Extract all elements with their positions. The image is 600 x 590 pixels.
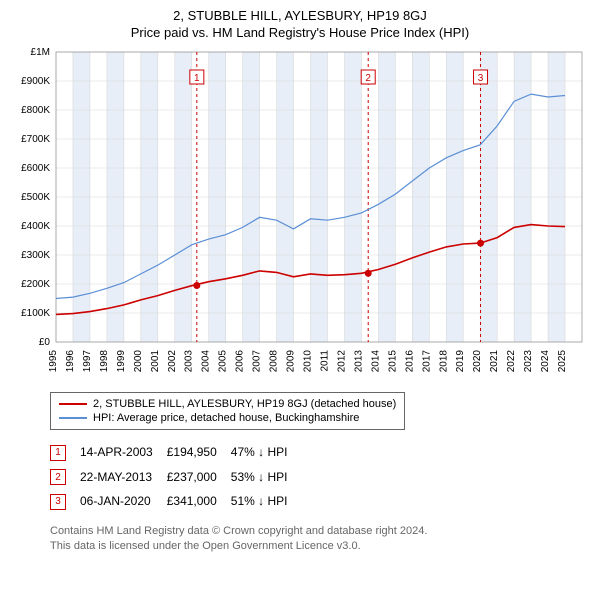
event-marker: 2 bbox=[50, 469, 66, 485]
chart-title-block: 2, STUBBLE HILL, AYLESBURY, HP19 8GJ Pri… bbox=[10, 8, 590, 40]
x-tick-label: 1996 bbox=[65, 350, 76, 373]
x-tick-label: 2007 bbox=[252, 350, 263, 373]
y-tick-label: £600K bbox=[21, 163, 50, 174]
event-delta: 53% ↓ HPI bbox=[231, 465, 302, 490]
attribution-line-1: Contains HM Land Registry data © Crown c… bbox=[50, 524, 590, 539]
x-tick-label: 2005 bbox=[218, 350, 229, 373]
x-tick-label: 2025 bbox=[557, 350, 568, 373]
chart-subtitle: Price paid vs. HM Land Registry's House … bbox=[10, 25, 590, 40]
y-tick-label: £800K bbox=[21, 105, 50, 116]
x-tick-label: 1999 bbox=[116, 350, 127, 373]
event-dot bbox=[477, 240, 484, 247]
event-price: £237,000 bbox=[167, 465, 231, 490]
x-tick-label: 2011 bbox=[319, 350, 330, 372]
x-tick-label: 2009 bbox=[286, 350, 297, 373]
x-tick-label: 2001 bbox=[150, 350, 161, 373]
legend-row: 2, STUBBLE HILL, AYLESBURY, HP19 8GJ (de… bbox=[59, 397, 396, 411]
y-tick-label: £900K bbox=[21, 76, 50, 87]
attribution-line-2: This data is licensed under the Open Gov… bbox=[50, 539, 590, 554]
events-table: 1 14-APR-2003£194,95047% ↓ HPI 2 22-MAY-201… bbox=[50, 440, 301, 514]
event-marker-number: 3 bbox=[478, 73, 484, 84]
y-tick-label: £400K bbox=[21, 221, 50, 232]
event-row: 1 14-APR-2003£194,95047% ↓ HPI bbox=[50, 440, 301, 465]
x-tick-label: 2004 bbox=[201, 350, 212, 373]
event-date: 22-MAY-2013 bbox=[80, 465, 167, 490]
x-tick-label: 2003 bbox=[184, 350, 195, 373]
x-tick-label: 2023 bbox=[523, 350, 534, 373]
y-tick-label: £500K bbox=[21, 192, 50, 203]
chart: £0 £100K £200K £300K £400K £500K £600K £700K £80… bbox=[10, 46, 590, 386]
legend-swatch bbox=[59, 417, 87, 419]
legend-label: HPI: Average price, detached house, Buck… bbox=[93, 412, 359, 424]
x-tick-label: 2017 bbox=[421, 350, 432, 373]
x-tick-label: 2019 bbox=[455, 350, 466, 373]
chart-title: 2, STUBBLE HILL, AYLESBURY, HP19 8GJ bbox=[10, 8, 590, 23]
legend-swatch bbox=[59, 403, 87, 405]
legend-label: 2, STUBBLE HILL, AYLESBURY, HP19 8GJ (de… bbox=[93, 398, 396, 410]
y-tick-label: £100K bbox=[21, 308, 50, 319]
event-delta: 47% ↓ HPI bbox=[231, 440, 302, 465]
y-tick-label: £300K bbox=[21, 250, 50, 261]
y-tick-label: £700K bbox=[21, 134, 50, 145]
attribution: Contains HM Land Registry data © Crown c… bbox=[50, 524, 590, 555]
x-tick-label: 2021 bbox=[489, 350, 500, 373]
x-tick-label: 2020 bbox=[472, 350, 483, 373]
event-marker: 1 bbox=[50, 445, 66, 461]
event-dot bbox=[365, 270, 372, 277]
x-tick-label: 2013 bbox=[353, 350, 364, 373]
x-tick-label: 1997 bbox=[82, 350, 93, 373]
x-tick-label: 2016 bbox=[404, 350, 415, 373]
event-price: £341,000 bbox=[167, 489, 231, 514]
x-tick-label: 2024 bbox=[540, 350, 551, 373]
event-row: 2 22-MAY-2013£237,00053% ↓ HPI bbox=[50, 465, 301, 490]
x-tick-label: 1995 bbox=[48, 350, 59, 373]
y-tick-label: £200K bbox=[21, 279, 50, 290]
event-marker-number: 1 bbox=[194, 73, 200, 84]
x-tick-label: 2014 bbox=[370, 350, 381, 373]
x-tick-label: 2006 bbox=[235, 350, 246, 373]
x-tick-label: 1998 bbox=[99, 350, 110, 373]
event-date: 14-APR-2003 bbox=[80, 440, 167, 465]
event-date: 06-JAN-2020 bbox=[80, 489, 167, 514]
event-row: 3 06-JAN-2020£341,00051% ↓ HPI bbox=[50, 489, 301, 514]
event-delta: 51% ↓ HPI bbox=[231, 489, 302, 514]
event-dot bbox=[193, 282, 200, 289]
event-marker-number: 2 bbox=[365, 73, 371, 84]
event-marker: 3 bbox=[50, 494, 66, 510]
legend: 2, STUBBLE HILL, AYLESBURY, HP19 8GJ (de… bbox=[50, 392, 405, 430]
legend-row: HPI: Average price, detached house, Buck… bbox=[59, 411, 396, 425]
x-tick-label: 2012 bbox=[336, 350, 347, 373]
y-tick-label: £1M bbox=[31, 47, 50, 58]
event-price: £194,950 bbox=[167, 440, 231, 465]
x-tick-label: 2002 bbox=[167, 350, 178, 373]
x-tick-label: 2000 bbox=[133, 350, 144, 373]
x-tick-label: 2008 bbox=[269, 350, 280, 373]
y-tick-label: £0 bbox=[39, 337, 51, 348]
x-tick-label: 2015 bbox=[387, 350, 398, 373]
x-tick-label: 2010 bbox=[303, 350, 314, 373]
x-tick-label: 2018 bbox=[438, 350, 449, 373]
x-tick-label: 2022 bbox=[506, 350, 517, 373]
